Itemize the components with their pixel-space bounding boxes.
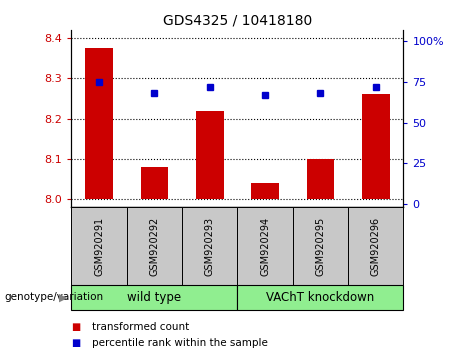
Bar [237,207,293,285]
Bar [362,95,390,199]
Text: GSM920294: GSM920294 [260,216,270,276]
Text: GSM920295: GSM920295 [315,216,325,276]
Text: VAChT knockdown: VAChT knockdown [266,291,374,304]
Text: transformed count: transformed count [92,322,189,332]
Text: percentile rank within the sample: percentile rank within the sample [92,338,268,348]
Text: ■: ■ [71,338,81,348]
Bar [348,207,403,285]
Text: GSM920292: GSM920292 [149,216,160,276]
Bar [182,207,237,285]
Bar [196,110,224,199]
Bar [251,183,279,199]
Bar [307,159,334,199]
Text: ▶: ▶ [59,292,68,302]
Bar [237,285,403,310]
Bar [85,48,113,199]
Bar [71,207,127,285]
Text: ■: ■ [71,322,81,332]
Text: GSM920291: GSM920291 [94,216,104,276]
Text: GSM920293: GSM920293 [205,216,215,276]
Text: genotype/variation: genotype/variation [5,292,104,302]
Bar [127,207,182,285]
Text: GSM920296: GSM920296 [371,216,381,276]
Bar [71,285,237,310]
Text: wild type: wild type [127,291,182,304]
Bar [141,167,168,199]
Title: GDS4325 / 10418180: GDS4325 / 10418180 [163,13,312,28]
Bar [293,207,348,285]
